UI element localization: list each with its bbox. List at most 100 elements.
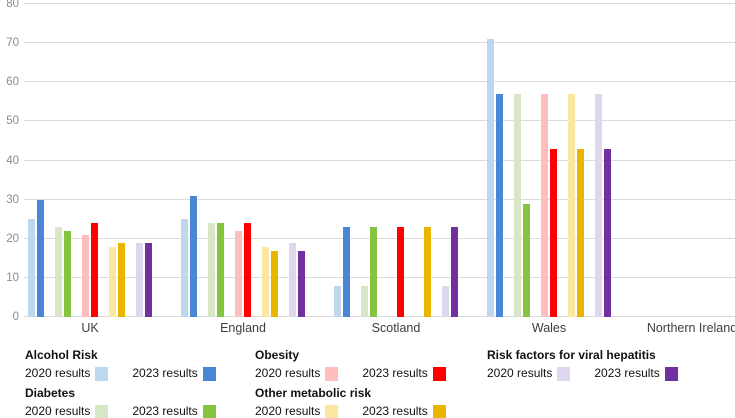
gridline-y-0 — [24, 316, 735, 317]
bar-diabetes-2023 — [64, 231, 71, 317]
legend-title-diabetes: Diabetes — [25, 386, 76, 400]
bar-obesity-2023 — [550, 149, 557, 317]
bar-pair — [595, 94, 611, 317]
legend-label: 2020 results — [255, 366, 321, 380]
bar-group-wales — [487, 0, 611, 317]
bar-pair — [415, 227, 431, 317]
y-axis-tick-80: 80 — [6, 0, 19, 10]
legend-title-other-metabolic-risk: Other metabolic risk — [255, 386, 372, 400]
bar-other-metabolic-risk-2020 — [262, 247, 269, 317]
y-axis-tick-50: 50 — [6, 115, 19, 127]
bar-diabetes-2020 — [208, 223, 215, 317]
bar-alcohol-risk-2020 — [487, 39, 494, 317]
bar-obesity-2020 — [82, 235, 89, 317]
bar-alcohol-risk-2023 — [37, 200, 44, 317]
legend-item: 2023 results — [132, 404, 216, 418]
legend-item: 2023 results — [362, 366, 446, 381]
bar-pair — [55, 227, 71, 317]
legend-item: 2023 results — [132, 366, 216, 381]
bar-alcohol-risk-2020 — [181, 219, 188, 317]
bar-risk-factors-for-viral-hepatitis-2023 — [604, 149, 611, 317]
plot-area: 0 10 20 30 40 50 60 70 80 — [6, 0, 735, 323]
legend-label: 2023 results — [362, 404, 428, 418]
y-axis-tick-30: 30 — [6, 194, 19, 206]
legend-label: 2023 results — [132, 404, 198, 418]
legend-column-3: Risk factors for viral hepatitis 2020 re… — [487, 346, 678, 386]
legend-item: 2020 results — [25, 366, 109, 381]
bar-obesity-2023 — [244, 223, 251, 317]
bar-pair — [235, 223, 251, 317]
bar-risk-factors-for-viral-hepatitis-2023 — [298, 251, 305, 317]
bar-group-uk — [28, 0, 152, 317]
bar-pair — [109, 243, 125, 317]
legend-item: 2020 results — [25, 404, 109, 418]
bar-pair — [28, 200, 44, 317]
gridline-y-70 — [24, 42, 735, 43]
category-label-wales: Wales — [531, 321, 567, 335]
bar-risk-factors-for-viral-hepatitis-2020 — [289, 243, 296, 317]
legend-swatch — [432, 404, 446, 418]
bar-pair — [361, 227, 377, 317]
bar-risk-factors-for-viral-hepatitis-2023 — [451, 227, 458, 317]
bar-diabetes-2020 — [55, 227, 62, 317]
bar-other-metabolic-risk-2023 — [577, 149, 584, 317]
bar-pair — [568, 94, 584, 317]
bar-risk-factors-for-viral-hepatitis-2020 — [136, 243, 143, 317]
bar-obesity-2020 — [541, 94, 548, 317]
bar-pair — [442, 227, 458, 317]
bar-pair — [487, 39, 503, 317]
bar-risk-factors-for-viral-hepatitis-2023 — [145, 243, 152, 317]
bar-group-england — [181, 0, 305, 317]
bar-obesity-2023 — [397, 227, 404, 317]
category-label-scotland: Scotland — [371, 321, 421, 335]
legend-item: 2020 results — [487, 366, 571, 381]
bar-alcohol-risk-2023 — [496, 94, 503, 317]
y-axis-tick-10: 10 — [6, 272, 19, 284]
legend-swatch — [557, 366, 571, 381]
legend-label: 2020 results — [255, 404, 321, 418]
legend-title-viral-hepatitis: Risk factors for viral hepatitis — [487, 348, 656, 362]
legend-swatch — [95, 404, 109, 418]
bar-alcohol-risk-2023 — [190, 196, 197, 317]
bar-group-scotland — [334, 0, 458, 317]
gridline-y-80 — [24, 3, 735, 4]
legend-item: 2020 results — [255, 366, 339, 381]
bar-obesity-2020 — [235, 231, 242, 317]
bar-diabetes-2023 — [523, 204, 530, 317]
bar-alcohol-risk-2020 — [28, 219, 35, 317]
legend-swatch — [325, 404, 339, 418]
legend-label: 2020 results — [25, 366, 91, 380]
legend-title-alcohol-risk: Alcohol Risk — [25, 348, 98, 362]
legend-column-2: Obesity 2020 results 2023 results Other … — [255, 346, 446, 418]
bar-other-metabolic-risk-2023 — [118, 243, 125, 317]
bar-diabetes-2020 — [361, 286, 368, 317]
y-axis-tick-70: 70 — [6, 37, 19, 49]
bar-pair — [289, 243, 305, 317]
y-axis-tick-40: 40 — [6, 155, 19, 167]
y-axis-tick-0: 0 — [12, 311, 19, 323]
bar-pair — [388, 227, 404, 317]
bar-other-metabolic-risk-2023 — [271, 251, 278, 317]
bar-other-metabolic-risk-2023 — [424, 227, 431, 317]
bar-alcohol-risk-2020 — [334, 286, 341, 317]
y-axis-tick-60: 60 — [6, 76, 19, 88]
legend-label: 2020 results — [487, 366, 553, 380]
category-label-england: England — [220, 321, 266, 335]
legend-label: 2020 results — [25, 404, 91, 418]
legend-item: 2023 results — [362, 404, 446, 418]
legend-swatch — [202, 404, 216, 418]
legend-item: 2023 results — [594, 366, 678, 381]
legend-label: 2023 results — [362, 366, 428, 380]
category-label-uk: UK — [81, 321, 99, 335]
bar-pair — [136, 243, 152, 317]
gridline-y-40 — [24, 160, 735, 161]
bar-diabetes-2023 — [217, 223, 224, 317]
bar-pair — [82, 223, 98, 317]
gridline-y-50 — [24, 120, 735, 121]
bar-obesity-2023 — [91, 223, 98, 317]
legend-label: 2023 results — [594, 366, 660, 380]
bar-alcohol-risk-2023 — [343, 227, 350, 317]
legend-label: 2023 results — [132, 366, 198, 380]
bar-pair — [514, 94, 530, 317]
